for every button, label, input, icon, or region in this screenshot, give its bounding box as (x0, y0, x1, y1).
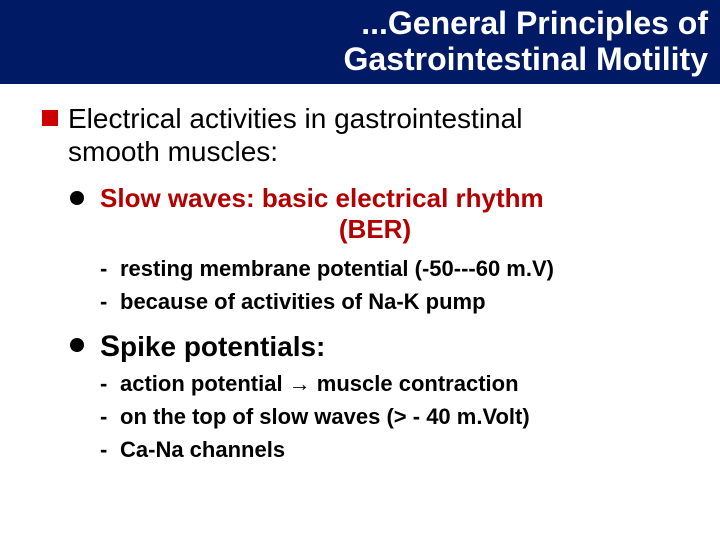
spike-dash-2: on the top of slow waves (> - 40 m.Volt) (100, 403, 690, 432)
main-title-line1: Electrical activities in gastrointestina… (68, 102, 690, 136)
spike-heading: Spike potentials: (100, 330, 690, 364)
spike-dashes: action potential → muscle contraction on… (42, 370, 690, 464)
spike-dash-1: action potential → muscle contraction (100, 370, 690, 399)
slide-content: Electrical activities in gastrointestina… (0, 84, 720, 465)
slow-waves-heading: Slow waves: basic electrical rhythm (BER… (100, 183, 690, 245)
header-line-1: ...General Principles of (0, 6, 708, 42)
sub-bullet-spike: Spike potentials: (70, 330, 690, 364)
spike-heading-rest: pike potentials: (120, 331, 325, 362)
slow-waves-dash-1: resting membrane potential (-50---60 m.V… (100, 255, 690, 284)
slow-waves-heading-l2: (BER) (100, 214, 690, 245)
spike-heading-s: S (100, 330, 120, 363)
slow-waves-heading-l1: Slow waves: basic electrical rhythm (100, 183, 544, 213)
header-line-2: Gastrointestinal Motility (0, 42, 708, 78)
spike-dash-3: Ca-Na channels (100, 436, 690, 465)
main-title-line2: smooth muscles: (68, 135, 690, 169)
slow-waves-dashes: resting membrane potential (-50---60 m.V… (42, 255, 690, 316)
slide-header: ...General Principles of Gastrointestina… (0, 0, 720, 84)
slow-waves-dash-2: because of activities of Na-K pump (100, 288, 690, 317)
sub-bullet-slow-waves: Slow waves: basic electrical rhythm (BER… (70, 183, 690, 245)
main-bullet: Electrical activities in gastrointestina… (42, 102, 690, 169)
